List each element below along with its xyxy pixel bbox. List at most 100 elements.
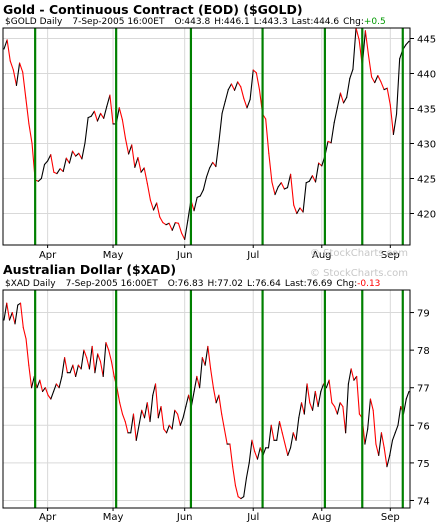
header-chg-label: Chg: [336, 279, 357, 289]
price-segment-down [181, 232, 186, 240]
price-segment-down [207, 345, 212, 370]
price-segment-up [62, 157, 67, 173]
x-tick-label: May [103, 250, 124, 261]
price-segment-up [36, 379, 41, 389]
price-segment-up [227, 83, 232, 91]
y-tick-label: 420 [417, 210, 436, 221]
price-segment-up [364, 428, 369, 445]
y-tick-label: 425 [417, 175, 436, 186]
price-segment-up [367, 398, 371, 430]
price-segment-up [386, 454, 391, 468]
price-segment-up [14, 304, 19, 325]
price-segment-up [397, 405, 402, 426]
header-low: 443.3 [262, 17, 288, 27]
price-segment-down [232, 466, 236, 486]
price-segment-up [81, 142, 86, 160]
price-segment-down [118, 107, 123, 121]
price-segment-down [328, 379, 333, 404]
price-segment-down [292, 432, 297, 441]
price-segment-down [121, 413, 126, 423]
header-symbol: $GOLD Daily [5, 17, 63, 27]
price-segment-down [25, 97, 30, 125]
price-segment-down [78, 152, 83, 160]
price-segment-up [42, 387, 46, 393]
chart-header: $XAD Daily 7-Sep-2005 16:00ET O:76.83 H:77.… [5, 279, 380, 289]
price-segment-up [383, 87, 388, 91]
price-segment-up [243, 477, 247, 498]
price-segment-down [105, 342, 110, 351]
y-tick-label: 77 [417, 384, 430, 395]
price-segment-up [349, 68, 354, 79]
price-segment-down [163, 428, 168, 434]
price-segment-up [3, 302, 8, 321]
price-segment-down [201, 357, 206, 366]
price-segment-up [205, 167, 211, 178]
price-segment-up [47, 154, 52, 162]
price-segment-down [65, 157, 70, 164]
price-segment-down [355, 27, 360, 41]
price-segment-down [22, 327, 27, 340]
price-segment-up [140, 167, 145, 173]
price-segment-down [22, 71, 27, 99]
price-segment-up [405, 390, 410, 400]
price-segment-up [90, 110, 95, 117]
price-segment-down [210, 368, 214, 389]
price-segment-down [281, 432, 286, 445]
price-segment-up [196, 195, 201, 198]
price-segment-up [248, 439, 253, 464]
price-segment-up [152, 202, 158, 211]
price-segment-down [371, 76, 376, 84]
header-high-label: H: [214, 17, 224, 27]
price-segment-up [345, 383, 349, 434]
price-segment-up [312, 390, 316, 411]
price-segment-up [287, 447, 292, 456]
price-segment-down [350, 368, 355, 381]
header-datetime: 7-Sep-2005 16:00ET [66, 279, 159, 289]
price-segment-down [369, 398, 374, 411]
x-tick-label: Jun [176, 250, 193, 261]
price-segment-up [298, 402, 303, 419]
price-segment-up [283, 187, 289, 190]
price-segment-down [124, 421, 129, 434]
price-segment-up [218, 112, 223, 142]
y-tick-label: 435 [417, 105, 436, 116]
header-high-label: H: [207, 279, 217, 289]
price-segment-up [233, 81, 239, 91]
price-segment-down [243, 98, 248, 109]
price-segment-down [154, 383, 159, 419]
price-segment-up [80, 349, 85, 370]
price-segment-down [255, 72, 261, 91]
price-segment-down [59, 168, 64, 173]
gold-panel: Gold - Continuous Contract (EOD) ($GOLD)… [2, 2, 436, 261]
price-segment-up [75, 152, 80, 157]
price-segment-down [19, 62, 24, 73]
price-segment-down [339, 402, 344, 408]
price-segment-up [15, 62, 21, 86]
price-segment-down [301, 402, 305, 415]
chart-title: Gold - Continuous Contract (EOD) ($GOLD) [3, 2, 303, 17]
price-segment-up [106, 94, 111, 107]
x-tick-label: Aug [312, 512, 332, 523]
price-segment-up [202, 176, 208, 191]
price-segment-down [278, 421, 283, 434]
price-segment-up [343, 96, 348, 104]
x-tick-label: Sep [381, 512, 400, 523]
price-segment-down [314, 390, 319, 408]
price-segment-down [91, 345, 96, 374]
price-segment-up [88, 345, 93, 370]
price-segment-up [394, 424, 399, 434]
price-segment-up [199, 189, 204, 197]
header-symbol: $XAD Daily [5, 279, 56, 289]
price-segment-up [374, 75, 379, 84]
price-segment-up [157, 405, 162, 419]
price-segment-down [99, 360, 104, 377]
price-segment-down [339, 92, 345, 104]
header-open-label: O: [168, 279, 178, 289]
y-tick-label: 76 [417, 421, 430, 432]
price-segment-up [193, 375, 198, 393]
price-segment-up [128, 144, 133, 155]
price-segment-up [103, 105, 108, 119]
price-segment-down [71, 150, 77, 157]
price-segment-down [221, 413, 225, 430]
price-segment-down [270, 424, 275, 441]
